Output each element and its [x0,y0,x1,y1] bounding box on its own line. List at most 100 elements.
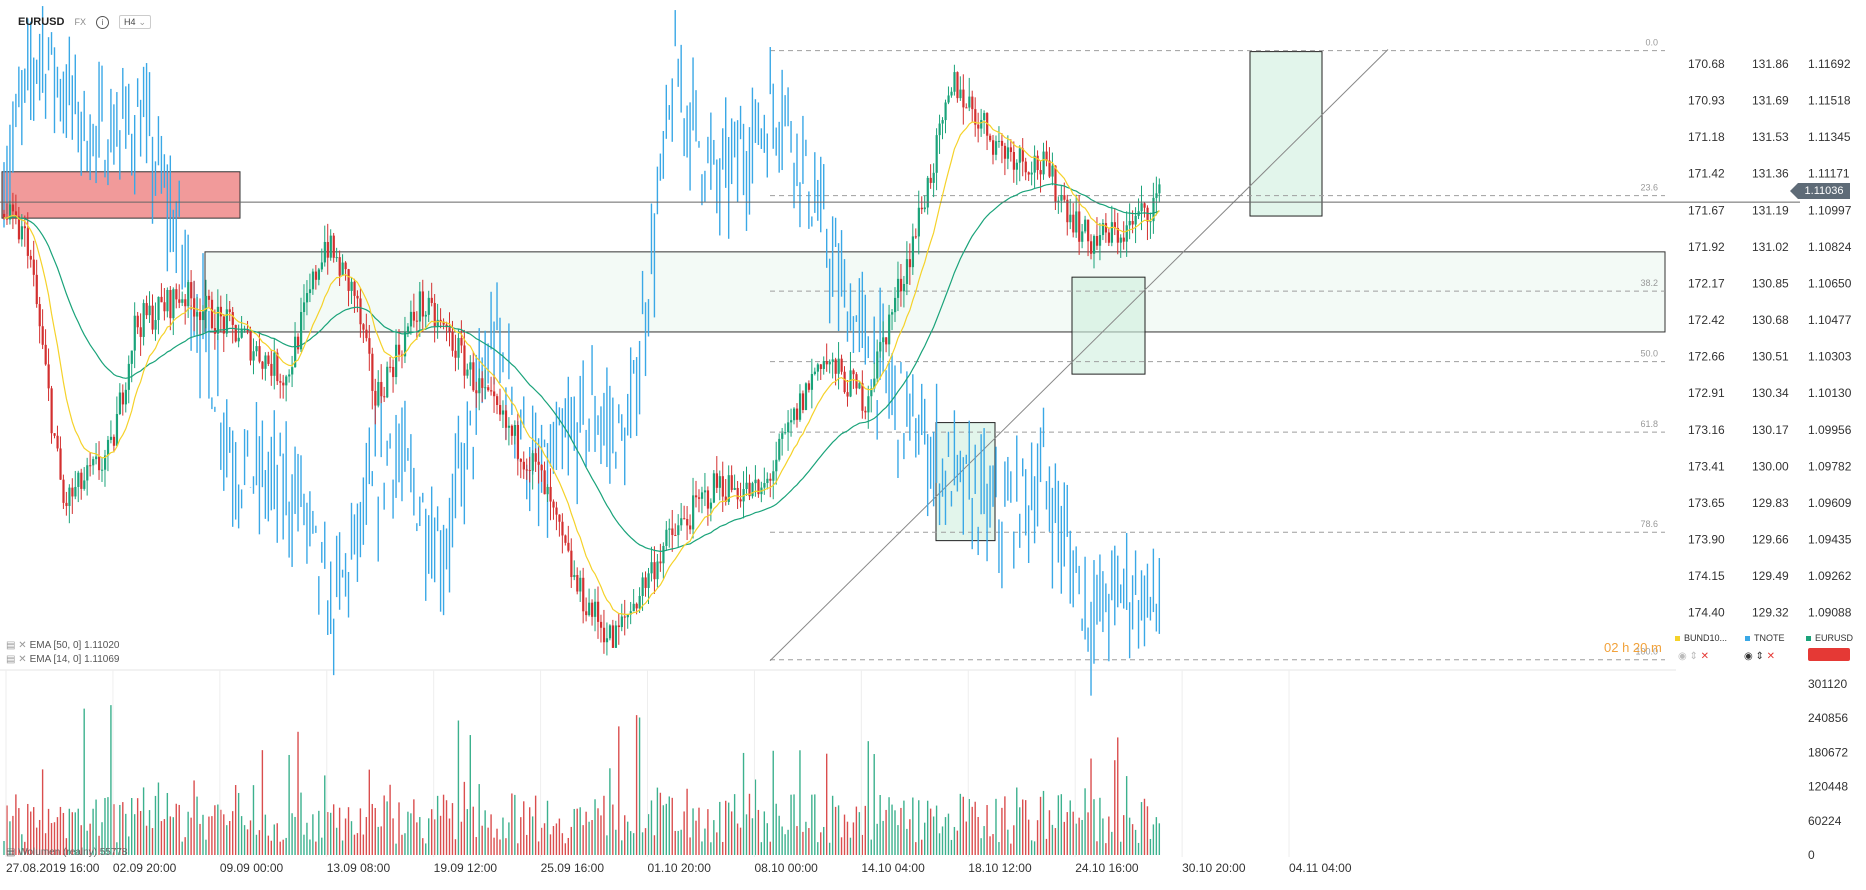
candle-body [599,621,603,628]
candle-body [196,312,199,317]
y-tick-label: 172.42 [1688,313,1725,327]
candle-body [466,369,469,376]
y-tick-label: 130.00 [1752,459,1789,473]
candle-body [926,177,929,208]
candle-body [959,89,962,99]
candle-body [371,353,374,391]
candle-body [484,387,487,389]
timeframe-selector[interactable]: H4 ⌄ [118,15,152,29]
candle-body [513,424,517,436]
y-tick-label: 1.10997 [1808,203,1852,217]
candle-body [736,487,739,500]
candle-body [819,364,822,369]
candle-body [392,367,395,378]
candle-body [983,113,986,120]
volume-tick-label: 240856 [1808,711,1848,725]
candle-body [398,344,401,355]
candle-body [941,120,944,124]
candle-body [825,361,828,365]
candle-body [992,140,995,155]
candle-body [270,363,273,376]
volume-tick-label: 0 [1808,848,1815,862]
candle-body [130,350,133,364]
volume-label: Wolumen (realny) 55778 [18,847,128,858]
bund-controls[interactable]: ◉ ⇕ ✕ [1678,651,1710,662]
candle-body [430,297,433,303]
fib-label-4: 61.8 [1640,419,1658,429]
ema50-legend[interactable]: ▤ ✕ EMA [50, 0] 1.11020 [6,640,120,651]
candle-body [496,396,499,406]
candle-body [837,358,840,374]
candle-body [507,425,511,428]
candle-body [427,297,430,315]
y-tick-label: 1.11171 [1808,167,1850,181]
candle-body [772,471,775,481]
candle-body [564,535,567,543]
candle-body [475,390,478,394]
candle-body [3,213,6,218]
candle-body [662,545,665,564]
candle-body [968,96,971,108]
candle-body [1119,237,1122,243]
candle-body [323,241,326,263]
info-icon[interactable]: i [95,15,109,29]
ema14-legend[interactable]: ▤ ✕ EMA [14, 0] 1.11069 [6,654,120,665]
candle-body [1122,237,1125,242]
candle-body [412,311,416,321]
y-tick-label: 130.68 [1752,313,1789,327]
candle-body [362,324,365,330]
candle-body [864,410,867,413]
candle-body [433,302,436,327]
eurusd-color-tag[interactable] [1808,648,1850,661]
candle-body [291,367,294,375]
candle-body [317,269,321,280]
x-tick-label: 30.10 20:00 [1182,861,1246,875]
candle-body [1104,223,1108,233]
y-tick-label: 170.93 [1688,94,1725,108]
candle-body [558,514,561,522]
candle-body [700,492,704,499]
candle-body [1039,170,1042,175]
candle-body [406,326,410,332]
candle-body [439,319,442,322]
y-tick-label: 129.49 [1752,569,1789,583]
candle-body [148,305,151,316]
candle-body [1036,155,1039,171]
candle-body [139,327,142,337]
symbol-label[interactable]: EURUSD [18,16,65,28]
candle-body [115,414,119,446]
candle-body [953,72,956,92]
candle-body [187,282,190,307]
ema14-label: EMA [14, 0] 1.11069 [29,654,120,665]
timeframe-label: H4 [123,17,136,27]
candle-body [154,320,157,330]
y-tick-label: 171.67 [1688,203,1725,217]
candle-timer: 02 h 20 m [1604,640,1662,655]
candle-body [338,257,341,276]
y-tick-label: 173.90 [1688,533,1725,547]
candle-body [766,478,769,484]
candle-body [112,436,116,446]
candle-body [510,425,514,436]
candle-body [498,405,502,415]
candle-body [389,366,392,368]
candle-body [216,306,220,334]
tnote-controls[interactable]: ◉ ⇕ ✕ [1744,651,1776,662]
candle-body [1081,231,1084,242]
legend-eurusd[interactable]: EURUSD [1806,633,1853,643]
candle-body [86,465,89,481]
candle-body [763,483,766,488]
candle-body [1152,197,1155,222]
candle-body [1072,214,1075,233]
candle-body [184,299,187,307]
candle-body [733,487,736,490]
candle-body [778,438,781,460]
legend-bund[interactable]: BUND10... [1675,633,1727,643]
volume-legend[interactable]: ▤ Wolumen (realny) 55778 [6,847,128,858]
legend-swatch [1745,636,1750,641]
legend-tnote[interactable]: TNOTE [1745,633,1785,643]
candle-body [359,298,362,325]
candle-body [715,473,718,488]
y-tick-label: 130.34 [1752,386,1789,400]
